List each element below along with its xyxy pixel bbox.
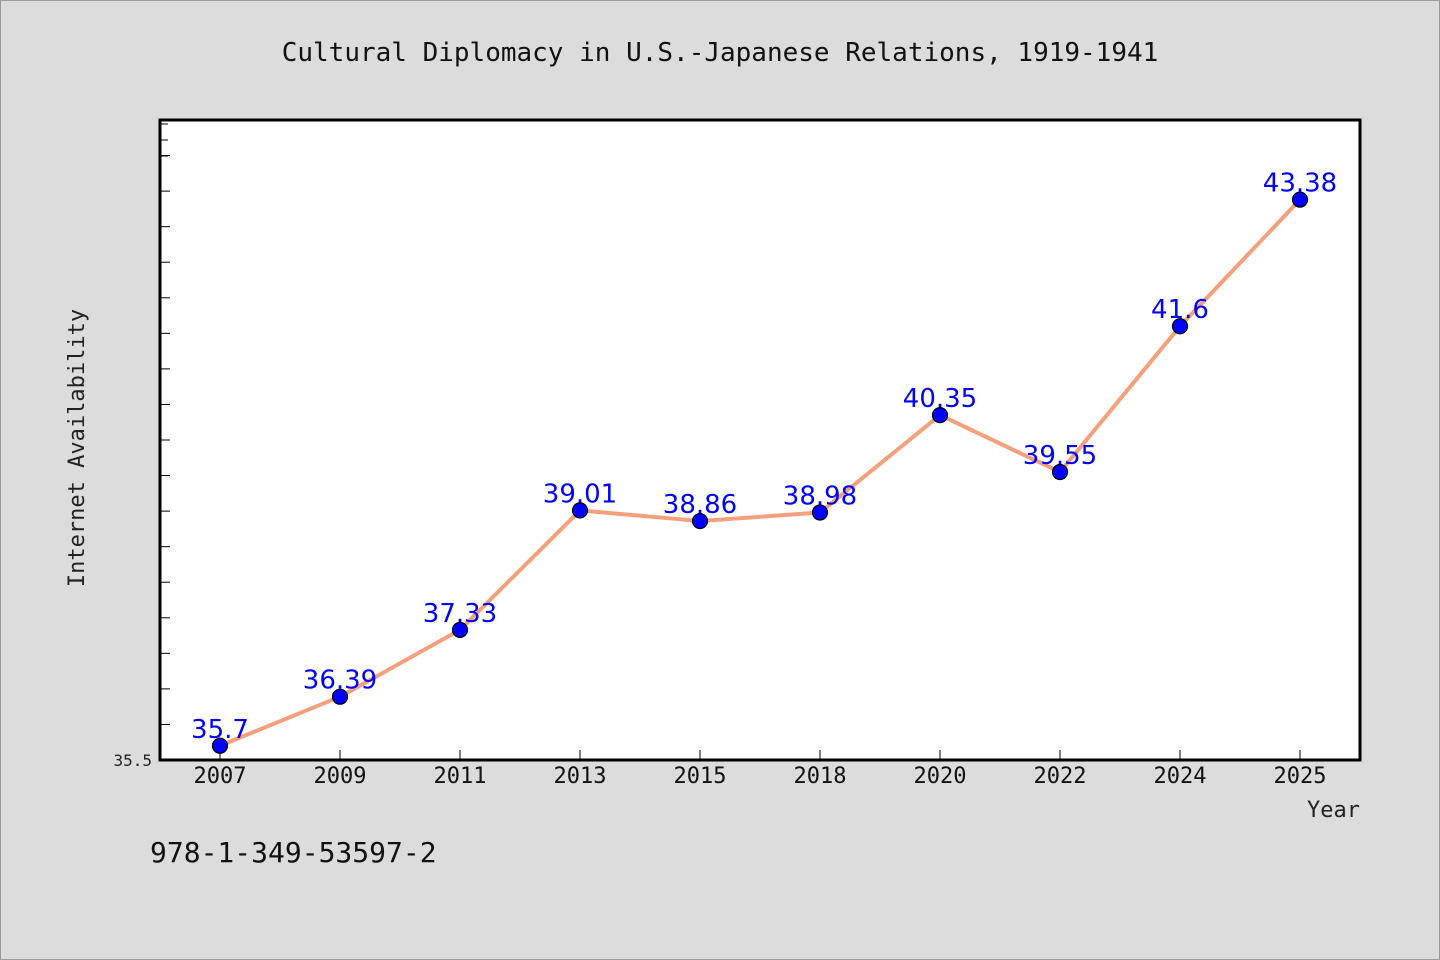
x-axis-ticks: 2007 2009 2011 2013 2015 2018 2020 2022 2024 2025	[194, 750, 1327, 789]
x-tick-label: 2009	[314, 764, 367, 789]
x-tick-label: 2025	[1274, 764, 1327, 789]
data-point	[331, 688, 349, 705]
data-point	[1291, 191, 1309, 208]
y-tick-label: 35.5	[113, 751, 152, 770]
x-tick-label: 2024	[1154, 764, 1207, 789]
data-point	[211, 737, 229, 754]
data-point	[811, 504, 829, 521]
x-tick-label: 2011	[434, 764, 487, 789]
x-tick-label: 2007	[194, 764, 247, 789]
data-point	[571, 502, 589, 519]
x-tick-label: 2015	[674, 764, 727, 789]
x-tick-label: 2018	[794, 764, 847, 789]
isbn-code: 978-1-349-53597-2	[150, 836, 437, 869]
series-line	[218, 197, 1302, 748]
data-point	[691, 512, 709, 530]
data-point	[451, 621, 469, 638]
x-tick-label: 2022	[1034, 764, 1087, 789]
y-axis-ticks	[160, 123, 170, 725]
plot-area	[158, 118, 1362, 762]
data-point	[931, 407, 949, 424]
y-axis-label: Internet Availability	[65, 309, 90, 587]
chart-title: Cultural Diplomacy in U.S.-Japanese Rela…	[282, 38, 1159, 68]
x-axis-label: Year	[1307, 798, 1360, 823]
x-tick-label: 2013	[554, 764, 607, 789]
data-point	[1171, 318, 1189, 335]
data-point	[1051, 463, 1069, 481]
x-tick-label: 2020	[914, 764, 967, 789]
